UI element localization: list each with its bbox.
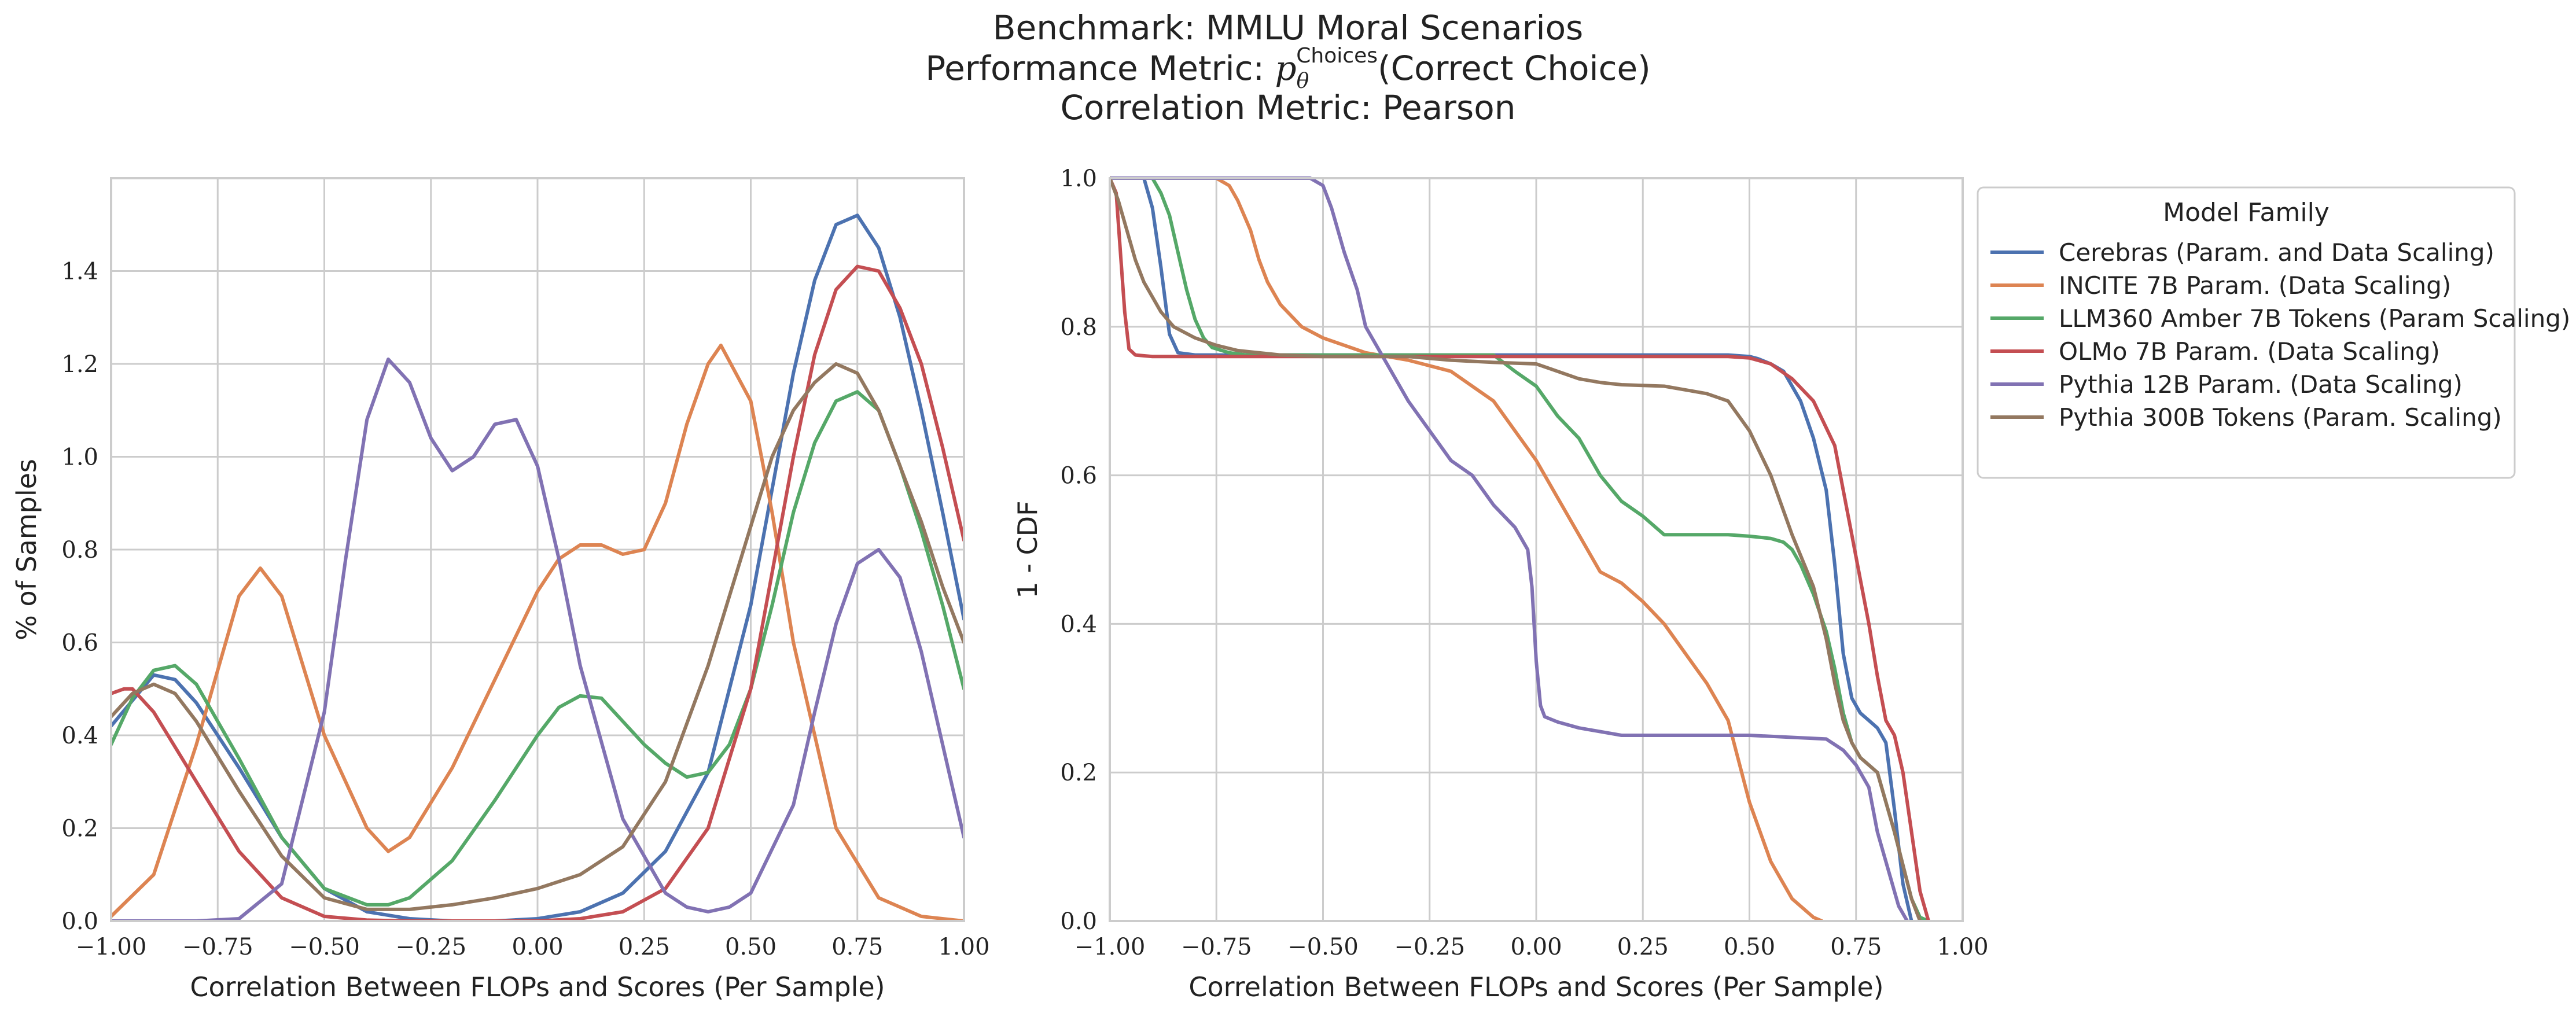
density-x-tick-label: 1.00	[938, 934, 989, 960]
title-line-benchmark: Benchmark: MMLU Moral Scenarios	[993, 8, 1584, 47]
cdf-y-axis-label: 1 - CDF	[1012, 500, 1043, 598]
density-x-tick-label: −1.00	[76, 934, 147, 960]
legend-item: OLMo 7B Param. (Data Scaling)	[1990, 337, 2440, 366]
density-axes-frame	[110, 177, 965, 922]
legend-items: Cerebras (Param. and Data Scaling) INCITE…	[1990, 238, 2570, 432]
density-x-tick-label: 0.50	[725, 934, 777, 960]
cdf-axes-frame	[1109, 177, 1964, 922]
density-x-tick-label: −0.50	[289, 934, 360, 960]
cdf-y-tick-label: 0.8	[1060, 314, 1097, 341]
legend-label: Pythia 12B Param. (Data Scaling)	[2059, 370, 2463, 399]
title-metric-subscript: θ	[1297, 69, 1309, 93]
cdf-y-tick-label: 0.4	[1060, 611, 1097, 638]
density-y-axis-label: % of Samples	[11, 459, 42, 640]
density-y-tick-label: 1.2	[61, 351, 98, 378]
cdf-y-tick-label: 0.0	[1060, 908, 1097, 935]
cdf-y-ticks: 0.0 0.2 0.4 0.6 0.8 1.0	[1060, 165, 1097, 935]
cdf-series-line-3	[1110, 176, 1930, 921]
title-metric-suffix: (Correct Choice)	[1378, 49, 1651, 88]
legend-label: LLM360 Amber 7B Tokens (Param Scaling)	[2059, 304, 2570, 333]
cdf-x-tick-label: −0.25	[1394, 934, 1465, 960]
legend-item: Pythia 12B Param. (Data Scaling)	[1990, 370, 2463, 399]
density-series-line-4	[111, 264, 964, 921]
legend-item: Pythia 300B Tokens (Param. Scaling)	[1990, 403, 2502, 432]
cdf-x-tick-label: 0.75	[1830, 934, 1882, 960]
legend-item: LLM360 Amber 7B Tokens (Param Scaling)	[1990, 304, 2570, 333]
density-series-line-1	[111, 213, 964, 921]
cdf-series-line-5	[1110, 176, 1909, 921]
legend-item: Cerebras (Param. and Data Scaling)	[1990, 238, 2494, 267]
legend-item: INCITE 7B Param. (Data Scaling)	[1990, 271, 2451, 300]
cdf-y-tick-label: 0.6	[1060, 463, 1097, 489]
title-metric-prefix: Performance Metric:	[925, 49, 1275, 88]
cdf-plot-panel: −1.00 −0.75 −0.50 −0.25 0.00 0.25 0.50 0.75 1.00…	[1012, 165, 1989, 1003]
cdf-x-tick-label: −0.50	[1287, 934, 1359, 960]
legend-box	[1977, 186, 2516, 479]
cdf-x-ticks: −1.00 −0.75 −0.50 −0.25 0.00 0.25 0.50 0.75 1.00	[1074, 934, 1989, 960]
cdf-x-axis-label: Correlation Between FLOPs and Scores (Pe…	[1188, 971, 1883, 1003]
cdf-series-line-2	[1110, 176, 1824, 921]
cdf-series-line-4	[1110, 176, 1930, 921]
cdf-series-line-1	[1110, 176, 1913, 921]
title-line-correlation: Correlation Metric: Pearson	[1061, 88, 1516, 127]
title-metric-superscript: Choices	[1296, 44, 1378, 68]
density-x-tick-label: 0.25	[619, 934, 670, 960]
cdf-series-group	[1110, 176, 1930, 921]
title-line-metric: Performance Metric: pθChoices(Correct Ch…	[925, 44, 1651, 93]
legend-label: Cerebras (Param. and Data Scaling)	[2059, 238, 2494, 267]
density-y-ticks: 0.0 0.2 0.4 0.6 0.8 1.0 1.2 1.4	[61, 259, 98, 935]
density-series-group	[111, 213, 964, 921]
density-y-tick-label: 1.0	[61, 444, 98, 471]
cdf-x-tick-label: 0.00	[1510, 934, 1562, 960]
cdf-x-tick-label: 1.00	[1937, 934, 1988, 960]
density-x-axis-label: Correlation Between FLOPs and Scores (Pe…	[190, 971, 885, 1003]
cdf-x-tick-label: 0.25	[1617, 934, 1669, 960]
legend-label: Pythia 300B Tokens (Param. Scaling)	[2059, 403, 2502, 432]
legend-label: INCITE 7B Param. (Data Scaling)	[2059, 271, 2451, 300]
density-y-tick-label: 0.2	[61, 816, 98, 842]
density-x-tick-label: −0.25	[395, 934, 466, 960]
density-plot-panel: −1.00 −0.75 −0.50 −0.25 0.00 0.25 0.50 0.75 1.00…	[11, 177, 990, 1003]
figure-title: Benchmark: MMLU Moral Scenarios Performa…	[925, 8, 1651, 127]
density-x-tick-label: 0.75	[831, 934, 883, 960]
density-y-tick-label: 0.6	[61, 630, 98, 657]
density-series-line-2	[111, 343, 964, 921]
cdf-y-tick-label: 1.0	[1060, 165, 1097, 192]
density-series-line-6	[111, 362, 964, 911]
density-x-tick-label: 0.00	[511, 934, 563, 960]
legend-title: Model Family	[2163, 198, 2330, 227]
density-y-tick-label: 1.4	[61, 259, 98, 285]
cdf-x-tick-label: −0.75	[1181, 934, 1252, 960]
density-y-tick-label: 0.0	[61, 908, 98, 935]
density-y-tick-label: 0.4	[61, 723, 98, 749]
cdf-y-tick-label: 0.2	[1060, 760, 1097, 786]
cdf-x-tick-label: 0.50	[1724, 934, 1775, 960]
density-x-tick-label: −0.75	[182, 934, 253, 960]
title-metric-symbol: p	[1275, 49, 1296, 88]
cdf-series-line-6	[1110, 176, 1922, 921]
density-y-tick-label: 0.8	[61, 537, 98, 563]
legend-label: OLMo 7B Param. (Data Scaling)	[2059, 337, 2440, 366]
cdf-x-tick-label: −1.00	[1074, 934, 1146, 960]
density-series-line-5	[111, 358, 964, 921]
density-series-line-3	[111, 390, 964, 907]
density-x-ticks: −1.00 −0.75 −0.50 −0.25 0.00 0.25 0.50 0.75 1.00	[76, 934, 990, 960]
legend: Model Family Cerebras (Param. and Data S…	[1977, 186, 2570, 479]
